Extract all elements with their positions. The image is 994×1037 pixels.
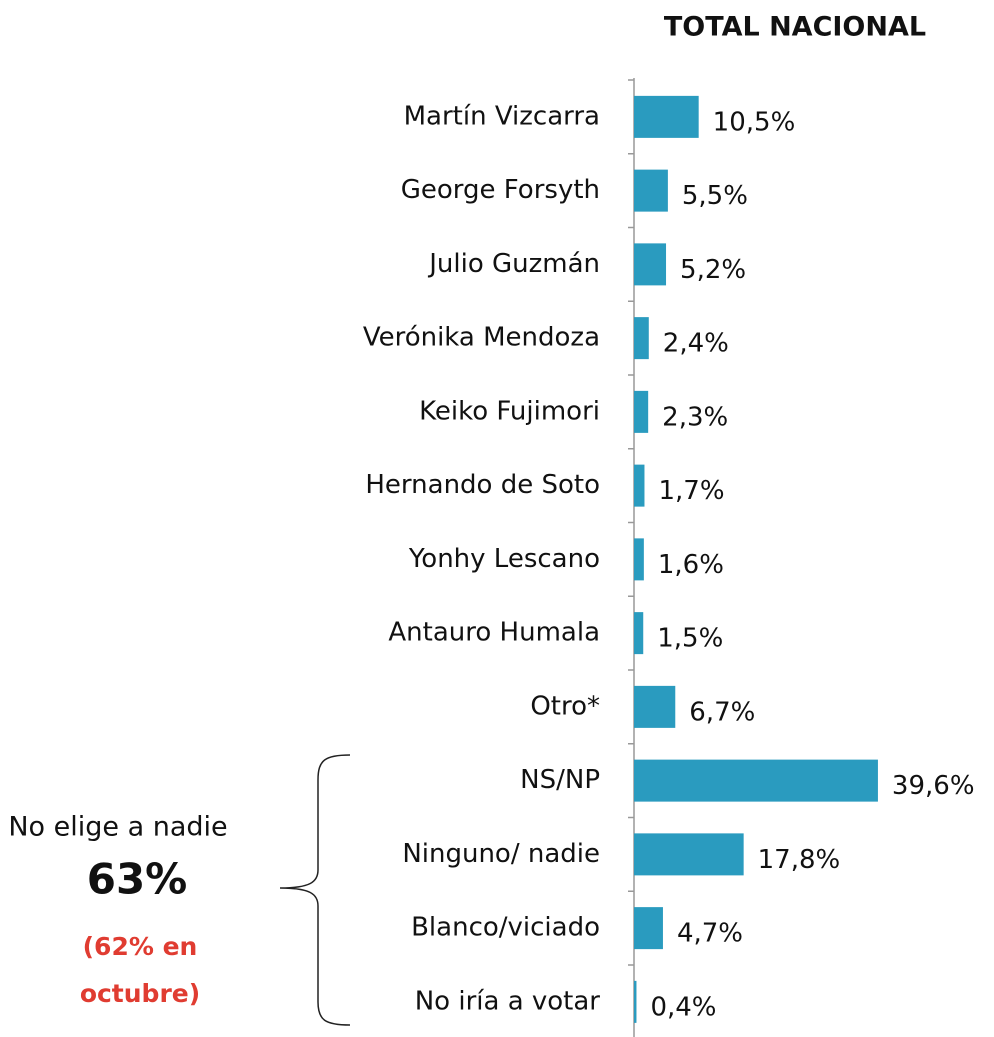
- category-label: Ninguno/ nadie: [402, 839, 600, 869]
- value-label: 17,8%: [758, 845, 841, 875]
- value-label: 10,5%: [713, 107, 796, 137]
- category-label: NS/NP: [520, 765, 600, 795]
- bar: [634, 759, 878, 802]
- bar: [634, 612, 644, 655]
- value-label: 39,6%: [892, 771, 975, 801]
- brace: [279, 754, 351, 1026]
- category-label: Yonhy Lescano: [408, 544, 600, 574]
- category-label: Julio Guzmán: [427, 249, 600, 279]
- bar: [634, 390, 649, 433]
- annotation: 63%: [87, 855, 188, 904]
- category-label: Verónika Mendoza: [363, 323, 600, 353]
- value-label: 0,4%: [650, 992, 716, 1022]
- chart-title: TOTAL NACIONAL: [664, 12, 926, 43]
- bar: [634, 243, 667, 286]
- bar: [634, 685, 676, 728]
- bar: [634, 317, 649, 360]
- category-label: No iría a votar: [415, 986, 601, 1016]
- value-label: 2,4%: [663, 329, 729, 359]
- value-label: 5,5%: [682, 181, 748, 211]
- value-label: 1,5%: [657, 624, 723, 654]
- value-label: 2,3%: [662, 402, 728, 432]
- value-label: 1,6%: [658, 550, 724, 580]
- bar: [634, 95, 699, 138]
- bar: [634, 833, 744, 876]
- category-label: Antauro Humala: [388, 618, 600, 648]
- annotation: octubre): [80, 979, 200, 1008]
- value-label: 4,7%: [677, 919, 743, 949]
- value-label: 6,7%: [689, 697, 755, 727]
- bar: [634, 169, 668, 212]
- category-label: Martín Vizcarra: [404, 101, 600, 131]
- category-label: Blanco/viciado: [411, 913, 600, 943]
- category-label: George Forsyth: [401, 175, 600, 205]
- bar: [634, 907, 663, 950]
- category-label: Hernando de Soto: [365, 470, 600, 500]
- bar: [634, 980, 637, 1023]
- category-label: Keiko Fujimori: [419, 396, 600, 426]
- annotation: (62% en: [83, 932, 198, 961]
- category-label: Otro*: [530, 691, 600, 721]
- bar: [634, 464, 645, 507]
- value-label: 5,2%: [680, 255, 746, 285]
- annotation: No elige a nadie: [8, 812, 227, 843]
- bar: [634, 538, 644, 581]
- value-label: 1,7%: [658, 476, 724, 506]
